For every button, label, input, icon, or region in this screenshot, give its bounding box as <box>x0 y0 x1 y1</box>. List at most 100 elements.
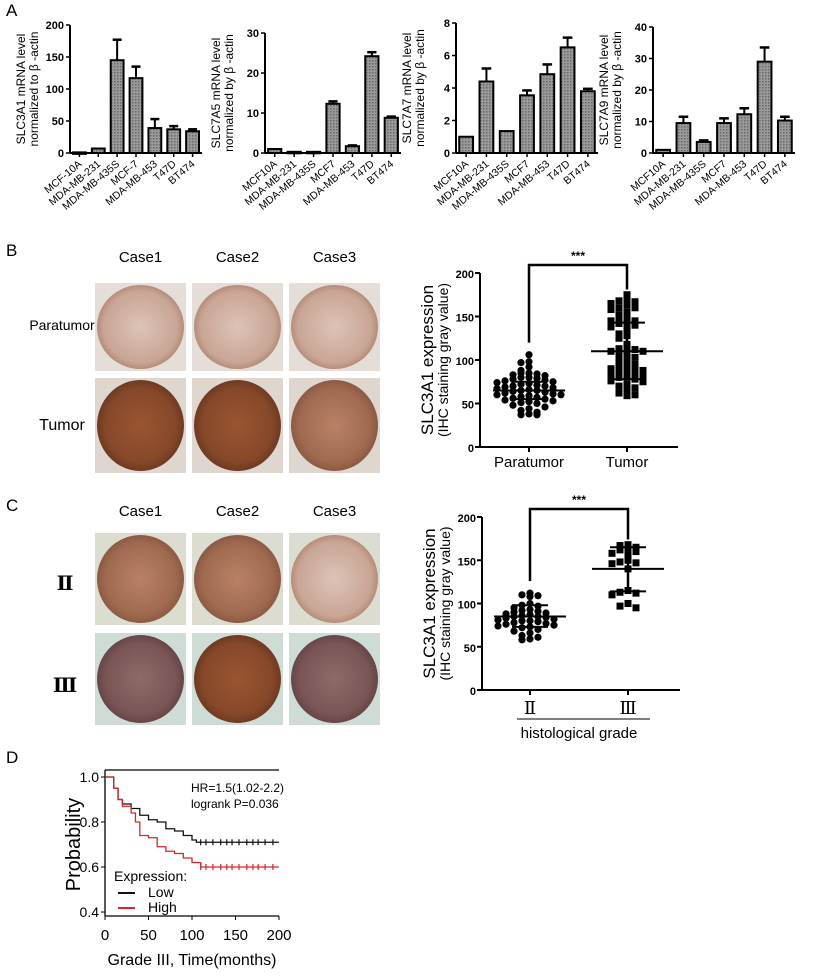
ihc-tissue-image <box>95 378 186 473</box>
data-point <box>615 330 623 338</box>
data-point <box>623 308 631 316</box>
x-tick-label: Tumor <box>606 454 649 471</box>
data-point <box>517 359 525 367</box>
y-tick-label: 0 <box>470 686 476 698</box>
y-tick-label: 1.0 <box>80 769 100 785</box>
bar <box>147 127 163 154</box>
x-axis-title: Grade III, Time(months) <box>108 952 277 969</box>
data-point <box>534 592 542 600</box>
data-point <box>525 410 533 418</box>
y-tick-label: 0.8 <box>80 814 100 830</box>
ihc-row-label: Ⅱ <box>57 571 74 595</box>
y-tick-label: 20 <box>247 68 259 80</box>
data-point <box>615 352 623 360</box>
data-point <box>608 560 616 568</box>
survival-curve-high <box>105 776 279 868</box>
y-tick-label: 150 <box>456 313 474 325</box>
data-point <box>639 378 647 386</box>
ihc-column-header: Case2 <box>216 249 259 266</box>
y-axis-title: SLC7A5 mRNA level <box>209 38 223 149</box>
data-point <box>615 373 623 381</box>
bar <box>559 46 576 154</box>
data-point <box>526 592 534 601</box>
data-point <box>550 621 558 629</box>
data-point <box>525 351 533 359</box>
data-point <box>631 321 639 329</box>
bar <box>109 59 125 155</box>
data-point <box>607 306 615 314</box>
data-point <box>631 317 639 325</box>
x-tick-label: 200 <box>266 927 291 944</box>
ihc-tissue-image <box>95 533 186 625</box>
data-point <box>607 317 615 325</box>
y-tick-label: 200 <box>458 513 476 525</box>
ihc-tissue-image <box>289 378 380 473</box>
y-axis-title: Probability <box>63 798 85 891</box>
data-point <box>502 620 510 628</box>
bar <box>695 140 712 155</box>
ihc-column-header: Case2 <box>216 503 259 520</box>
annotation-text: HR=1.5(1.02-2.2) <box>191 781 284 795</box>
legend-label-high: High <box>148 899 177 915</box>
bar <box>539 73 556 154</box>
y-tick-label: 200 <box>456 269 474 281</box>
y-tick-label: 150 <box>458 556 476 568</box>
data-point <box>518 617 526 625</box>
data-point <box>501 377 509 385</box>
tissue-core <box>194 380 281 471</box>
tissue-core <box>291 635 378 723</box>
data-point <box>510 618 518 627</box>
data-point <box>639 372 647 380</box>
y-tick-label: 150 <box>46 52 64 64</box>
y-tick-label: 0.4 <box>80 904 100 920</box>
data-point <box>639 366 647 374</box>
data-point <box>631 365 639 373</box>
data-point <box>541 382 549 390</box>
bar <box>267 148 283 154</box>
panel-label-d: D <box>6 748 18 767</box>
data-point <box>615 369 623 377</box>
tissue-core <box>291 535 378 623</box>
y-tick-label: 40 <box>635 22 647 34</box>
data-point <box>534 633 542 641</box>
bar <box>736 113 753 154</box>
panel-label-c: C <box>6 496 18 515</box>
y-axis-title: SLC7A9 mRNA level <box>597 35 611 146</box>
data-point <box>623 301 631 309</box>
scatter-chart-b: 0 50 100 150 200 SLC3A1 expression(IHC staini… <box>418 249 678 471</box>
data-point <box>616 542 624 550</box>
data-point <box>607 365 615 373</box>
ihc-row-label: Paratumor <box>29 317 95 333</box>
data-point <box>525 358 533 366</box>
bar-chart-a2: 0 10 20 30 SLC7A5 mRNA level normalized by β … <box>209 28 401 213</box>
data-point <box>615 363 623 371</box>
data-point <box>631 360 639 368</box>
data-point <box>631 298 639 306</box>
ihc-tissue-image <box>192 533 283 625</box>
y-tick-label: 100 <box>46 84 64 96</box>
legend-title: Expression: <box>114 868 187 884</box>
bar <box>344 145 361 154</box>
data-point <box>534 618 542 626</box>
data-point <box>542 619 550 627</box>
data-point <box>494 622 502 630</box>
y-tick-label: 200 <box>46 20 64 32</box>
bar <box>675 122 692 154</box>
ihc-tissue-image <box>289 533 380 625</box>
bar <box>364 55 380 155</box>
y-tick-label: 0.6 <box>80 859 100 875</box>
y-tick-label: 20 <box>635 85 647 97</box>
y-axis-title: SLC3A1 mRNA level <box>14 34 28 145</box>
data-point <box>615 314 623 322</box>
legend-label-low: Low <box>148 884 175 900</box>
bar <box>716 122 732 154</box>
data-point <box>533 381 541 389</box>
data-point <box>517 399 525 407</box>
ihc-tissue-image <box>95 633 186 725</box>
data-point <box>624 541 632 549</box>
tissue-core <box>97 285 184 369</box>
y-tick-label: 30 <box>247 28 259 40</box>
data-point <box>518 636 526 644</box>
data-point <box>549 397 557 405</box>
